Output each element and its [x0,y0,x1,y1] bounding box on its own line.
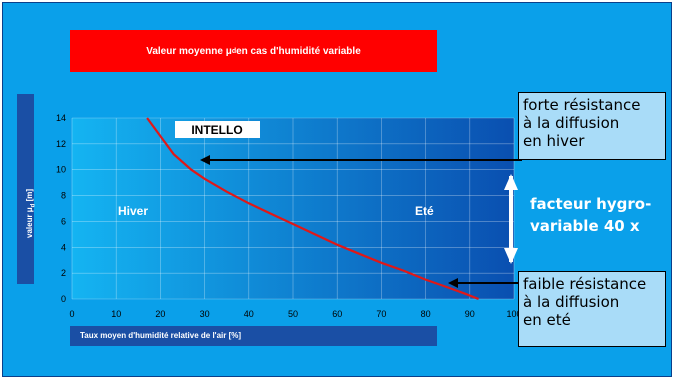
x-tick-label: 70 [376,309,386,319]
x-tick-label: 10 [111,309,121,319]
hiver-label: Hiver [118,204,148,218]
x-tick-label: 40 [244,309,254,319]
y-tick-label: 8 [61,191,66,201]
ete-label: Eté [415,204,434,218]
x-tick-label: 20 [155,309,165,319]
y-tick-labels: 0 2 4 6 8 10 12 14 [56,113,66,304]
grid-lines [71,117,515,300]
chart-title-rest: en cas d'humidité variable [236,45,361,57]
callout-summer: faible résistance à la diffusion en eté [518,271,666,347]
plot-area [72,118,514,299]
y-tick-label: 10 [56,165,66,175]
y-tick-label: 0 [61,294,66,304]
callout-summer-line-2: à la diffusion [523,293,620,311]
chart-title-main: Valeur moyenne μ [146,45,232,57]
y-tick-label: 4 [61,242,66,252]
x-tick-label: 80 [421,309,431,319]
series-line-intello [146,117,480,301]
y-tick-label: 2 [61,268,66,278]
y-tick-label: 14 [56,113,66,123]
x-tick-label: 0 [69,309,74,319]
x-tick-label: 100 [506,309,521,319]
intello-label-box [175,121,260,138]
x-tick-label: 90 [465,309,475,319]
y-tick-label: 12 [56,139,66,149]
intello-label: INTELLO [191,123,242,137]
callout-summer-line-3: en eté [523,311,571,329]
x-axis-label: Taux moyen d'humidité relative de l'air … [70,326,437,346]
callout-winter-line-1: forte résistance [523,96,641,114]
factor-line-1: facteur hygro- [530,195,652,213]
chart-title-sub: d [231,47,237,55]
hygrovariable-factor: facteur hygro- variable 40 x [530,193,670,237]
x-tick-label: 30 [200,309,210,319]
factor-line-2: variable 40 x [530,217,640,235]
y-axis-label-box [17,94,34,284]
x-tick-label: 50 [288,309,298,319]
callout-winter-line-2: à la diffusion [523,114,620,132]
x-tick-labels: 0 10 20 30 40 50 60 70 80 90 100 [69,309,521,319]
x-tick-label: 60 [332,309,342,319]
y-tick-label: 6 [61,216,66,226]
callout-winter: forte résistance à la diffusion en hiver [518,92,666,160]
callout-winter-line-3: en hiver [523,132,585,150]
callout-summer-line-1: faible résistance [523,275,647,293]
